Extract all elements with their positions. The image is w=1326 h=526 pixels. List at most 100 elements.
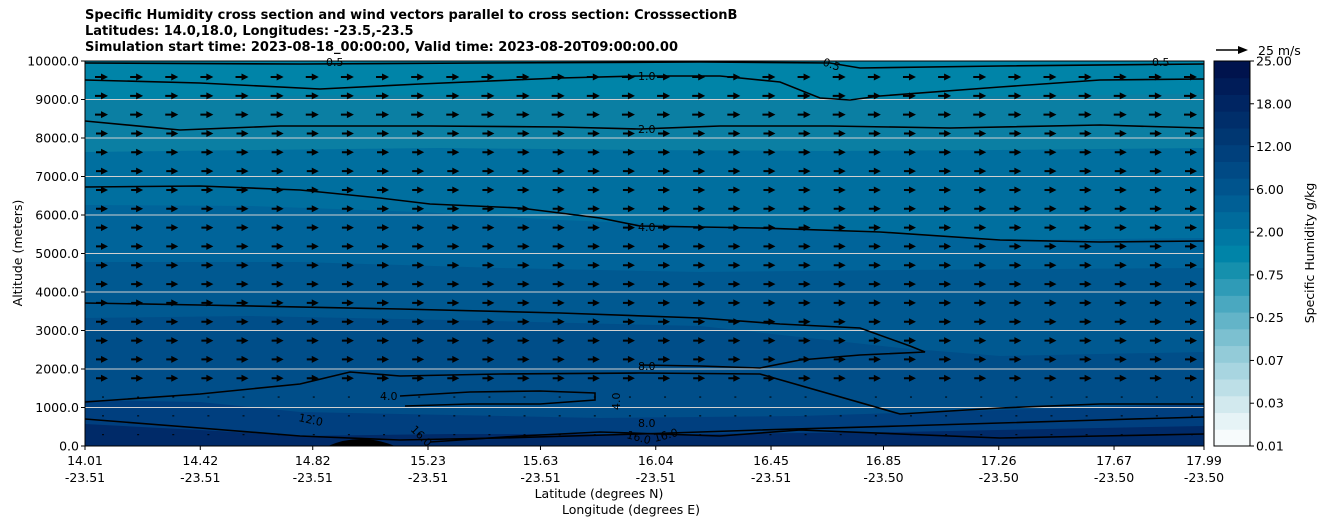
wind-vector bbox=[622, 205, 635, 213]
wind-vector bbox=[658, 299, 671, 307]
wind-vector bbox=[1149, 224, 1162, 232]
wind-vector bbox=[658, 355, 671, 363]
wind-vector bbox=[552, 242, 565, 250]
wind-vector bbox=[1185, 167, 1197, 175]
wind-vector bbox=[763, 186, 776, 194]
wind-vector bbox=[1009, 129, 1022, 137]
wind-vector bbox=[306, 148, 319, 156]
wind-vector bbox=[1149, 167, 1162, 175]
wind-vector bbox=[1079, 242, 1092, 250]
x-tick-label-longitude: -23.51 bbox=[180, 470, 220, 485]
wind-vector bbox=[974, 355, 987, 363]
wind-vector bbox=[622, 261, 635, 269]
wind-vector bbox=[903, 299, 916, 307]
wind-vector bbox=[341, 242, 354, 250]
colorbar-tick-label: 18.00 bbox=[1256, 96, 1292, 111]
contour-line-4.0-lens bbox=[399, 390, 596, 407]
wind-vector bbox=[798, 148, 811, 156]
wind-vector bbox=[868, 261, 881, 269]
wind-vector bbox=[974, 224, 987, 232]
wind-vector bbox=[1009, 167, 1022, 175]
wind-vector bbox=[693, 280, 706, 288]
wind-vector bbox=[166, 205, 179, 213]
wind-vector bbox=[1078, 92, 1092, 100]
wind-vector bbox=[412, 242, 425, 250]
wind-vector bbox=[271, 318, 284, 326]
wind-vector bbox=[939, 186, 952, 194]
wind-vector bbox=[622, 167, 635, 175]
wind-vector bbox=[798, 261, 811, 269]
wind-vector bbox=[1185, 299, 1197, 307]
wind-vector bbox=[692, 73, 706, 81]
wind-vector bbox=[306, 242, 319, 250]
wind-vector bbox=[1114, 374, 1127, 382]
wind-vector bbox=[412, 148, 425, 156]
wind-vector bbox=[96, 337, 108, 345]
colorbar-ticks: 25.00 18.00 12.00 6.00 2.00 0.75 0.25 0.07 0.03 0… bbox=[1250, 54, 1292, 454]
wind-vector bbox=[341, 374, 354, 382]
wind-vector bbox=[517, 280, 530, 288]
y-axis: 10000.0 9000.0 8000.0 7000.0 6000.0 5000.0 400… bbox=[27, 54, 85, 454]
wind-vector bbox=[833, 242, 846, 250]
wind-vector bbox=[377, 337, 390, 345]
contour-label: 2.0 bbox=[638, 123, 656, 136]
wind-vector bbox=[587, 299, 600, 307]
wind-vector bbox=[657, 111, 671, 119]
wind-vector bbox=[96, 148, 108, 156]
wind-vector bbox=[1114, 129, 1127, 137]
wind-vector bbox=[973, 92, 987, 100]
wind-vector bbox=[271, 186, 284, 194]
wind-vector bbox=[973, 111, 987, 119]
grid-lines bbox=[85, 99, 1204, 408]
wind-vector bbox=[377, 242, 390, 250]
wind-vector bbox=[166, 355, 179, 363]
wind-vector bbox=[763, 148, 776, 156]
wind-vector bbox=[1149, 337, 1162, 345]
wind-vector bbox=[412, 186, 425, 194]
wind-vector bbox=[868, 242, 881, 250]
wind-vector bbox=[1079, 280, 1092, 288]
wind-vector bbox=[201, 261, 214, 269]
colorbar-band bbox=[1214, 194, 1250, 213]
x-tick-label-latitude: 14.42 bbox=[182, 453, 218, 468]
wind-vector bbox=[201, 148, 214, 156]
quiver-key-arrowhead bbox=[1238, 46, 1248, 54]
wind-vector bbox=[271, 280, 284, 288]
wind-vector bbox=[306, 261, 319, 269]
wind-vector bbox=[271, 355, 284, 363]
colorbar-band bbox=[1214, 362, 1250, 380]
wind-vector bbox=[1043, 92, 1057, 100]
wind-vector bbox=[587, 205, 600, 213]
wind-vector bbox=[446, 73, 460, 81]
contour-line-16.0 bbox=[429, 429, 1204, 443]
wind-vector bbox=[271, 374, 284, 382]
wind-vector bbox=[833, 129, 846, 137]
wind-vector bbox=[341, 148, 354, 156]
wind-vector bbox=[797, 111, 811, 119]
wind-vector bbox=[903, 205, 916, 213]
wind-vector bbox=[1185, 280, 1197, 288]
wind-vector bbox=[1008, 92, 1022, 100]
wind-vector bbox=[341, 261, 354, 269]
wind-vector bbox=[763, 261, 776, 269]
wind-vector bbox=[376, 73, 390, 81]
wind-vector bbox=[201, 242, 214, 250]
wind-vector bbox=[236, 280, 249, 288]
colorbar-tick-label: 0.01 bbox=[1256, 439, 1284, 454]
colorbar-tick-label: 0.25 bbox=[1256, 310, 1284, 325]
wind-vector bbox=[658, 261, 671, 269]
wind-vector bbox=[868, 299, 881, 307]
wind-vector bbox=[903, 167, 916, 175]
wind-vector bbox=[130, 73, 144, 81]
wind-vector bbox=[763, 280, 776, 288]
wind-vector bbox=[1009, 261, 1022, 269]
contour-label: 16.0 bbox=[625, 428, 652, 447]
wind-vector bbox=[657, 92, 671, 100]
wind-vector bbox=[833, 148, 846, 156]
wind-vector bbox=[482, 299, 495, 307]
wind-vector bbox=[1185, 355, 1197, 363]
colorbar-tick-label: 2.00 bbox=[1256, 225, 1284, 240]
wind-vector bbox=[1079, 186, 1092, 194]
colorbar-band bbox=[1214, 429, 1250, 447]
wind-vector bbox=[1185, 318, 1197, 326]
